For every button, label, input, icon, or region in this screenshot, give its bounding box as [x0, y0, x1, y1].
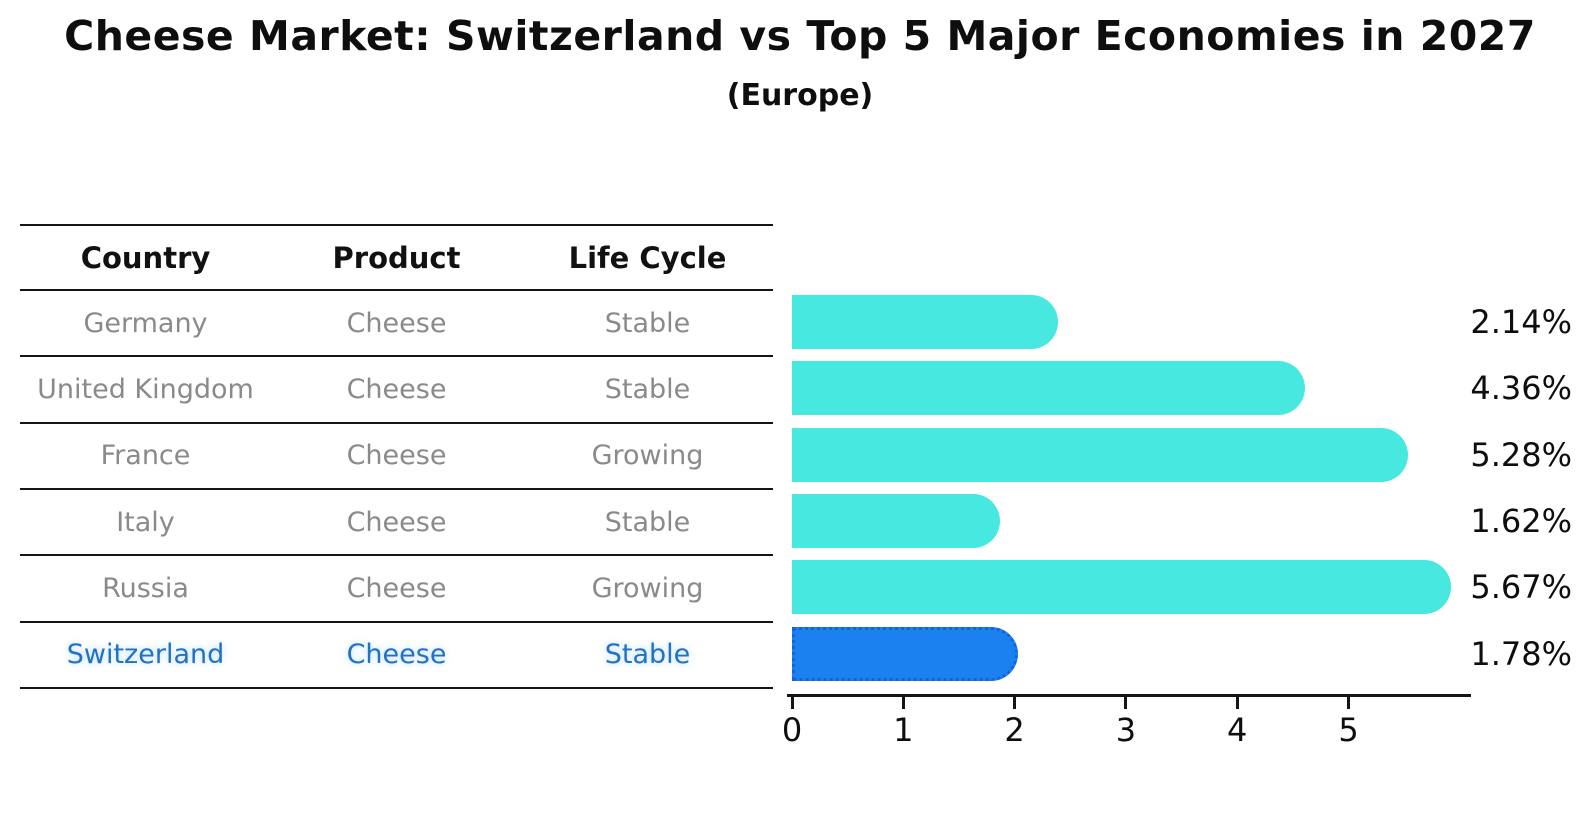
country-cell: Germany: [83, 307, 208, 339]
table-row-france: France Cheese Growing: [20, 424, 773, 490]
x-tick-mark: [1347, 694, 1350, 709]
product-cell: Cheese: [346, 307, 447, 339]
x-tick-label: 5: [1338, 711, 1359, 749]
x-tick-label: 1: [893, 711, 914, 749]
bar-france: [792, 427, 1408, 482]
x-tick-label: 2: [1004, 711, 1025, 749]
value-label-united-kingdom: 4.36%: [1470, 369, 1572, 408]
bar-italy: [792, 493, 1001, 548]
life-cycle-cell: Stable: [604, 373, 691, 405]
table-row-switzerland: Switzerland Cheese Stable: [20, 623, 773, 689]
life-cycle-cell: Stable: [604, 639, 691, 671]
chart-title: Cheese Market: Switzerland vs Top 5 Majo…: [64, 12, 1536, 60]
x-tick-mark: [1013, 694, 1017, 709]
product-cell: Cheese: [346, 639, 447, 671]
column-header-country: Country: [80, 240, 211, 275]
value-label-switzerland: 1.78%: [1470, 634, 1572, 673]
product-cell: Cheese: [346, 373, 447, 405]
country-cell: Switzerland: [66, 639, 225, 671]
chart-subtitle: (Europe): [726, 78, 874, 113]
table-row-germany: Germany Cheese Stable: [20, 291, 773, 358]
table-header-row: Country Product Life Cycle: [20, 226, 773, 291]
x-tick-mark: [1235, 694, 1239, 709]
x-tick-mark: [790, 694, 794, 709]
table-row-italy: Italy Cheese Stable: [20, 490, 773, 557]
product-cell: Cheese: [346, 440, 447, 472]
table-row-russia: Russia Cheese Growing: [20, 556, 773, 623]
column-header-product: Product: [332, 240, 461, 275]
x-tick-label: 0: [781, 711, 803, 749]
x-tick-mark: [1124, 694, 1128, 709]
life-cycle-cell: Stable: [604, 506, 691, 538]
product-cell: Cheese: [346, 506, 447, 538]
country-cell: Italy: [116, 506, 175, 538]
life-cycle-cell: Growing: [591, 440, 704, 472]
country-cell: Russia: [102, 572, 189, 604]
country-cell: United Kingdom: [37, 373, 254, 405]
value-label-italy: 1.62%: [1470, 501, 1572, 540]
x-tick-label: 3: [1115, 711, 1137, 749]
life-cycle-cell: Growing: [591, 572, 704, 604]
comparison-table: Country Product Life Cycle Germany Chees…: [20, 224, 773, 689]
bar-germany: [792, 295, 1059, 349]
table-row-united-kingdom: United Kingdom Cheese Stable: [20, 357, 773, 424]
bar-switzerland: [792, 626, 1019, 681]
product-cell: Cheese: [346, 572, 447, 604]
bar-russia: [792, 560, 1452, 615]
value-label-germany: 2.14%: [1470, 303, 1572, 341]
column-header-life-cycle: Life Cycle: [568, 240, 727, 275]
bar-united-kingdom: [792, 361, 1306, 416]
x-tick-label: 4: [1227, 711, 1248, 749]
value-label-russia: 5.67%: [1470, 568, 1572, 607]
value-label-france: 5.28%: [1470, 435, 1572, 474]
life-cycle-cell: Stable: [604, 307, 691, 339]
x-tick-mark: [901, 694, 905, 709]
x-axis-line: [787, 694, 1471, 697]
country-cell: France: [100, 440, 191, 472]
